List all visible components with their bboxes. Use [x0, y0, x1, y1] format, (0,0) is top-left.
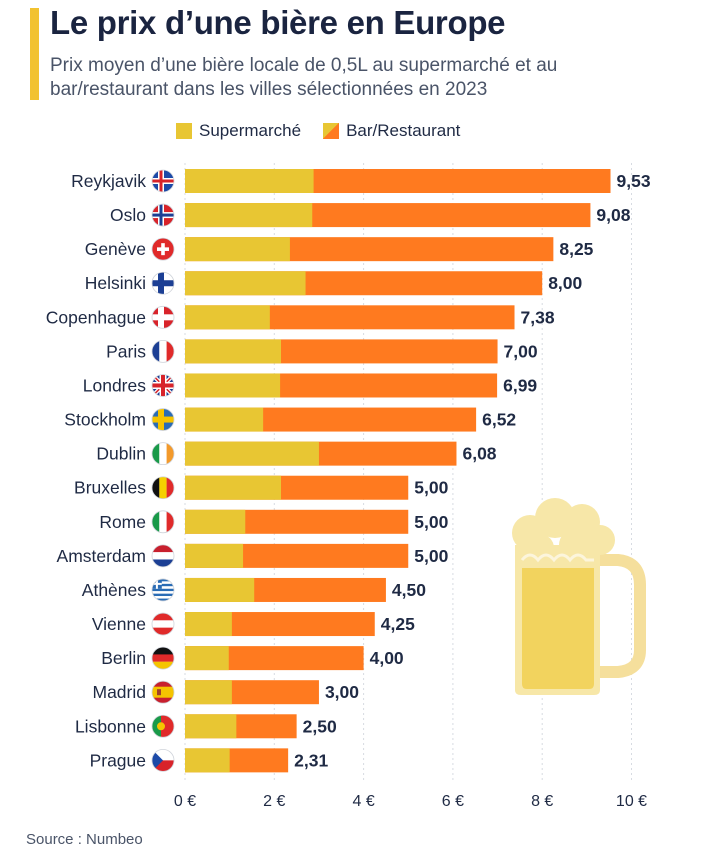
flag-ireland-icon [151, 442, 175, 466]
x-tick-label: 0 € [174, 793, 196, 810]
bar-supermarche-bar [185, 714, 237, 739]
flag-denmark-icon [151, 305, 175, 329]
flag-finland-icon [151, 271, 175, 295]
beer-mug-icon [512, 498, 646, 695]
bars [185, 169, 611, 773]
flag-italy-icon [151, 510, 175, 534]
legend-item-supermarche: Supermarché [176, 121, 301, 141]
flag-france-icon [151, 339, 175, 363]
bar-supermarche-bar [185, 748, 230, 773]
city-label: Paris [106, 341, 146, 361]
value-label: 9,08 [596, 205, 630, 225]
x-tick-label: 8 € [531, 793, 553, 810]
flag-austria-icon [151, 612, 175, 636]
value-label: 5,00 [414, 512, 448, 532]
value-label: 4,25 [381, 614, 415, 634]
flag-spain-icon [151, 680, 175, 704]
bar-supermarche-bar [185, 373, 281, 398]
bar-supermarche-bar [185, 203, 313, 228]
city-label: Lisbonne [75, 716, 146, 736]
value-label: 6,52 [482, 410, 516, 430]
city-label: Helsinki [85, 273, 146, 293]
legend-swatch-supermarche [176, 123, 192, 139]
legend-item-bar: Bar/Restaurant [323, 121, 460, 141]
flag-sweden-icon [151, 408, 175, 431]
value-label: 9,53 [617, 171, 651, 191]
chart-title: Le prix d’une bière en Europe [50, 4, 506, 41]
city-label: Madrid [93, 682, 147, 702]
city-label: Oslo [110, 205, 146, 225]
value-label: 5,00 [414, 546, 448, 566]
labels: 0 € 2 € 4 € 6 € 8 € 10 € 9,53 Reykjavik 9,08 Oslo… [46, 169, 651, 810]
source-note: Source : Numbeo [26, 831, 143, 848]
bar-supermarche-bar [185, 237, 290, 262]
city-label: Dublin [96, 444, 146, 464]
chart-legend: Supermarché Bar/Restaurant [176, 121, 482, 141]
city-label: Prague [90, 750, 146, 770]
value-label: 7,00 [504, 341, 538, 361]
city-label: Stockholm [64, 410, 146, 430]
value-label: 8,25 [559, 239, 593, 259]
city-label: Londres [83, 375, 146, 395]
value-label: 2,50 [303, 716, 337, 736]
flag-iceland-icon [151, 169, 175, 193]
city-label: Copenhague [46, 307, 146, 327]
x-tick-label: 2 € [263, 793, 285, 810]
city-label: Vienne [92, 614, 146, 634]
x-tick-label: 4 € [352, 793, 374, 810]
city-label: Bruxelles [74, 478, 146, 498]
value-label: 6,99 [503, 375, 537, 395]
legend-label-bar: Bar/Restaurant [346, 121, 461, 140]
flag-norway-icon [151, 203, 175, 227]
title-accent-bar [30, 8, 39, 100]
value-label: 4,50 [392, 580, 426, 600]
city-label: Rome [99, 512, 146, 532]
bar-supermarche-bar [185, 543, 244, 568]
legend-label-supermarche: Supermarché [199, 121, 302, 140]
x-tick-label: 6 € [442, 793, 464, 810]
flag-netherlands-icon [151, 544, 175, 568]
value-label: 5,00 [414, 478, 448, 498]
value-label: 2,31 [294, 750, 328, 770]
bar-supermarche-bar [185, 271, 306, 296]
legend-swatch-bar [323, 123, 340, 139]
chart-subtitle: Prix moyen d’une bière locale de 0,5L au… [50, 55, 558, 100]
flag-czech-icon [151, 748, 175, 772]
city-label: Genève [85, 239, 146, 259]
flag-uk-icon [151, 374, 175, 397]
bar-supermarche-bar [185, 577, 255, 602]
value-label: 8,00 [548, 273, 582, 293]
bar-supermarche-bar [185, 509, 246, 534]
city-label: Berlin [101, 648, 146, 668]
city-label: Athènes [82, 580, 146, 600]
city-label: Amsterdam [57, 546, 146, 566]
bar-supermarche-bar [185, 441, 319, 466]
bar-supermarche-bar [185, 680, 232, 705]
bar-supermarche-bar [185, 407, 264, 432]
x-tick-label: 10 € [616, 793, 647, 810]
bar-supermarche-bar [185, 475, 281, 500]
value-label: 4,00 [370, 648, 404, 668]
flag-germany-icon [151, 646, 175, 670]
bar-supermarche-bar [185, 339, 281, 364]
bar-supermarche-bar [185, 646, 229, 671]
bar-supermarche-bar [185, 169, 314, 193]
flag-belgium-icon [151, 476, 175, 500]
value-label: 7,38 [521, 307, 555, 327]
value-label: 6,08 [462, 444, 496, 464]
flag-portugal-icon [151, 714, 175, 738]
flag-greece-icon [151, 578, 175, 602]
bar-supermarche-bar [185, 612, 232, 637]
value-label: 3,00 [325, 682, 359, 702]
city-label: Reykjavik [71, 171, 146, 191]
bar-supermarche-bar [185, 305, 270, 330]
flag-switzerland-icon [151, 237, 175, 261]
